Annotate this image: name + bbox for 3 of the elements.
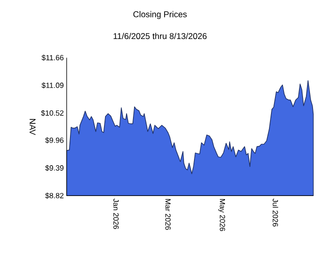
chart-subtitle: 11/6/2025 thru 8/13/2026	[114, 32, 207, 40]
y-axis-title: NAV	[30, 118, 36, 136]
chart-title: Closing Prices	[133, 11, 187, 19]
